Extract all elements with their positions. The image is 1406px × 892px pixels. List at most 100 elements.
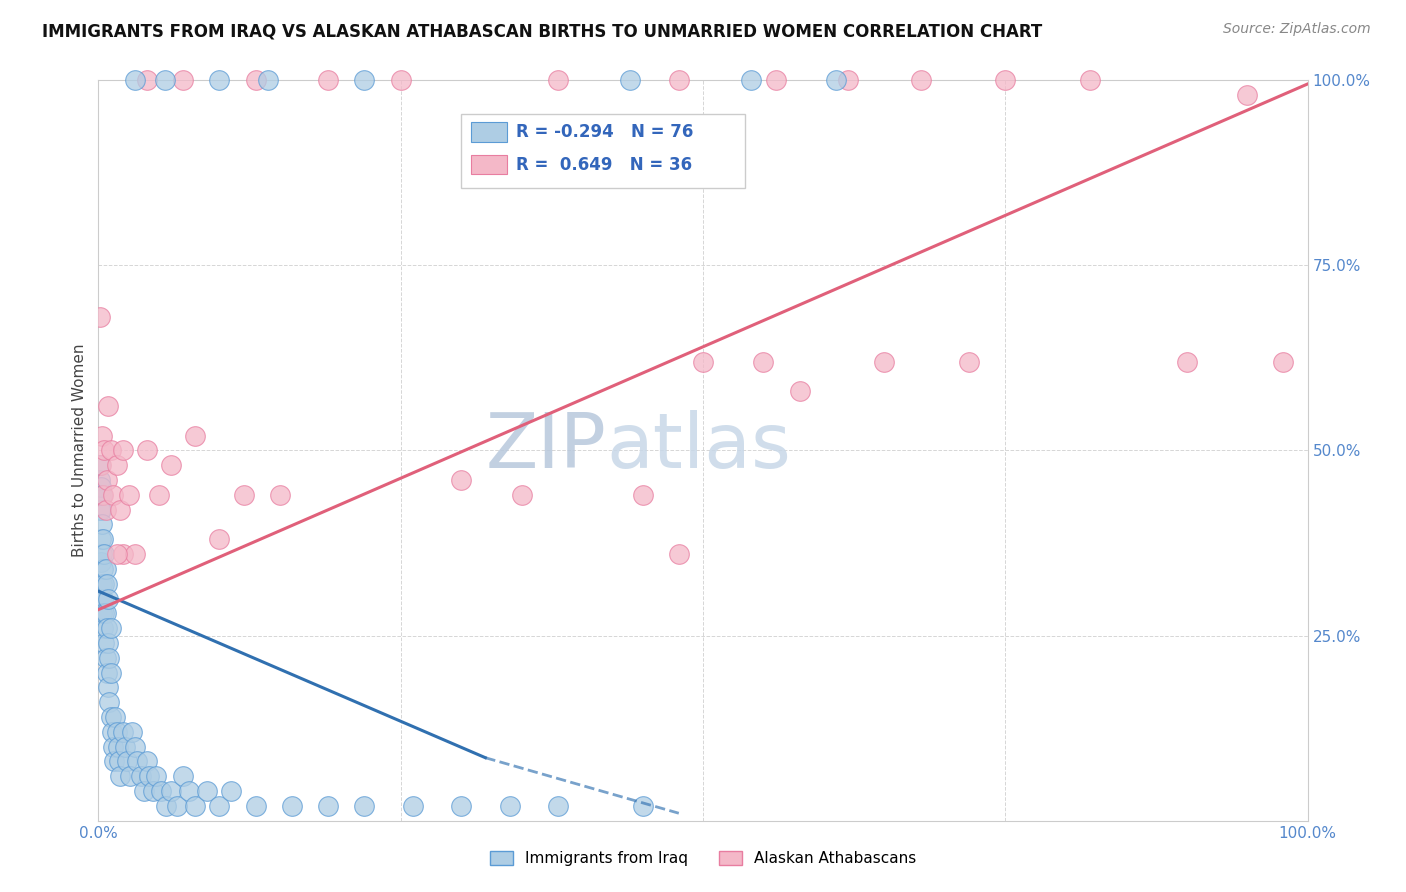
Point (547, 798, 569, 813)
Point (111, 547, 134, 561)
Point (740, 73, 762, 87)
Point (97, 636, 120, 650)
Point (245, 798, 267, 813)
FancyBboxPatch shape (461, 113, 745, 187)
Point (195, 784, 218, 798)
Point (135, 73, 157, 87)
Point (316, 73, 339, 87)
Point (402, 798, 425, 813)
Point (510, 488, 533, 502)
Point (93, 576, 115, 591)
Point (101, 739, 124, 754)
Point (873, 354, 896, 368)
Point (111, 443, 134, 458)
Point (245, 73, 267, 87)
Point (124, 73, 146, 87)
Point (256, 73, 278, 87)
Point (121, 724, 143, 739)
Point (90, 458, 112, 473)
Point (160, 784, 183, 798)
Point (148, 488, 170, 502)
Point (789, 384, 811, 399)
Point (668, 547, 690, 561)
Point (89, 473, 111, 487)
Point (208, 73, 231, 87)
Point (114, 739, 136, 754)
Point (89, 502, 111, 516)
Point (150, 784, 173, 798)
Point (389, 73, 412, 87)
Point (100, 621, 122, 635)
Point (93, 607, 115, 621)
Point (184, 798, 207, 813)
Point (91, 607, 114, 621)
Point (93, 636, 115, 650)
Point (94, 502, 117, 516)
Point (91, 621, 114, 635)
Text: R =  0.649   N = 36: R = 0.649 N = 36 (516, 156, 692, 174)
Point (91, 562, 114, 576)
Point (631, 488, 654, 502)
Point (91, 547, 114, 561)
Point (90, 502, 112, 516)
Point (105, 547, 128, 561)
Point (97, 591, 120, 606)
Point (208, 533, 231, 547)
Point (91, 428, 114, 442)
Point (91, 488, 114, 502)
Point (166, 798, 188, 813)
Point (129, 769, 152, 783)
Point (232, 488, 254, 502)
Point (160, 458, 183, 473)
Point (124, 547, 146, 561)
Point (90, 555, 112, 569)
Point (96, 665, 118, 680)
Point (353, 73, 375, 87)
Point (316, 798, 339, 813)
Point (837, 73, 859, 87)
Point (108, 502, 131, 516)
Point (172, 73, 194, 87)
Point (90, 480, 112, 494)
Point (89, 310, 111, 325)
Point (221, 784, 243, 798)
Point (765, 73, 787, 87)
Point (93, 547, 115, 561)
Point (91, 533, 114, 547)
Point (100, 710, 122, 724)
Point (135, 755, 157, 769)
Point (138, 769, 160, 783)
Point (825, 73, 848, 87)
Point (94, 607, 117, 621)
Point (101, 488, 124, 502)
Point (910, 73, 932, 87)
Point (957, 354, 980, 368)
Point (105, 724, 128, 739)
Point (450, 798, 472, 813)
Text: Source: ZipAtlas.com: Source: ZipAtlas.com (1223, 22, 1371, 37)
Point (281, 798, 304, 813)
Point (91, 576, 114, 591)
Point (96, 473, 118, 487)
Point (103, 755, 125, 769)
Point (692, 354, 714, 368)
Point (1236, 88, 1258, 103)
Point (631, 798, 654, 813)
Point (94, 562, 117, 576)
Point (450, 473, 472, 487)
Point (134, 784, 156, 798)
Point (145, 769, 167, 783)
Text: IMMIGRANTS FROM IRAQ VS ALASKAN ATHABASCAN BIRTHS TO UNMARRIED WOMEN CORRELATION: IMMIGRANTS FROM IRAQ VS ALASKAN ATHABASC… (42, 22, 1042, 40)
Point (96, 621, 118, 635)
Point (1272, 354, 1295, 368)
Point (105, 458, 128, 473)
Point (153, 73, 176, 87)
Point (208, 798, 231, 813)
Legend: Immigrants from Iraq, Alaskan Athabascans: Immigrants from Iraq, Alaskan Athabascan… (484, 845, 922, 872)
Point (179, 784, 201, 798)
Point (91, 488, 114, 502)
Point (668, 73, 690, 87)
Point (1175, 354, 1198, 368)
Point (353, 798, 375, 813)
Point (142, 784, 165, 798)
